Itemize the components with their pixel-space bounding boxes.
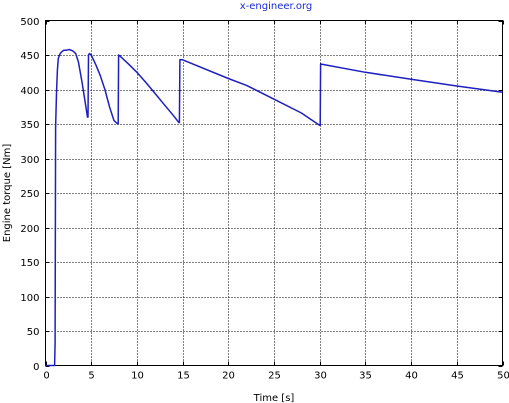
x-tick-label: 50: [497, 371, 509, 382]
axis-ticks: [45, 20, 504, 367]
y-tick-label: 200: [20, 224, 39, 235]
y-tick-label: 50: [27, 327, 40, 338]
x-tick-label: 0: [43, 371, 49, 382]
y-tick-label: 250: [20, 189, 39, 200]
x-tick-labels: 0 5 10 15 20 25 30 35 40 45 50: [43, 371, 509, 382]
y-tick-labels: 0 50 100 150 200 250 300 350 400 450 500: [20, 17, 39, 373]
x-tick-label: 45: [451, 371, 464, 382]
y-tick-label: 150: [20, 258, 39, 269]
x-tick-label: 15: [177, 371, 190, 382]
y-axis-title: Engine torque [Nm]: [2, 144, 13, 243]
grid-lines: [45, 20, 503, 366]
x-tick-label: 40: [405, 371, 418, 382]
x-tick-label: 20: [222, 371, 235, 382]
x-tick-label: 25: [268, 371, 281, 382]
y-tick-label: 300: [20, 155, 39, 166]
x-tick-label: 30: [314, 371, 327, 382]
x-tick-label: 5: [88, 371, 94, 382]
x-tick-label: 35: [359, 371, 372, 382]
y-tick-label: 500: [20, 17, 39, 28]
series-line-engine-torque: [45, 48, 503, 367]
y-tick-label: 0: [33, 362, 39, 373]
chart-title: x-engineer.org: [240, 1, 313, 12]
y-tick-label: 100: [20, 293, 39, 304]
y-tick-label: 450: [20, 51, 39, 62]
x-tick-label: 10: [131, 371, 144, 382]
x-axis-title: Time [s]: [253, 393, 295, 403]
y-tick-label: 400: [20, 86, 39, 97]
y-tick-label: 350: [20, 120, 39, 131]
